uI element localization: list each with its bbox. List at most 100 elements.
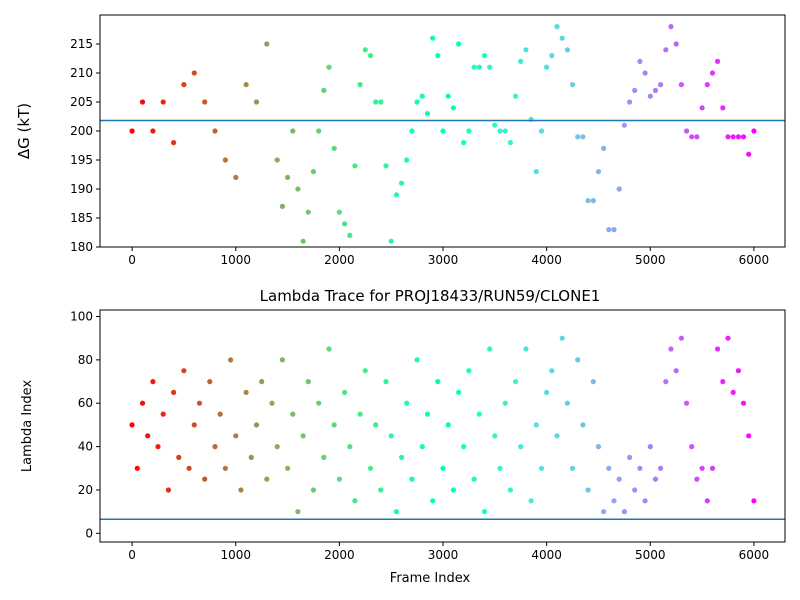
delta-g-point	[652, 87, 659, 93]
delta-g-point	[751, 128, 757, 134]
delta-g-point	[181, 82, 187, 88]
lambda-point	[155, 444, 161, 450]
delta-g-point	[678, 82, 685, 88]
delta-g-point	[243, 82, 249, 88]
delta-g-point	[570, 82, 576, 88]
delta-g-point	[264, 41, 270, 47]
lambda-point	[238, 487, 244, 493]
delta-g-point	[450, 105, 456, 111]
delta-g-point	[399, 180, 405, 186]
lambda-point	[150, 379, 156, 385]
delta-g-point	[621, 122, 628, 128]
lambda-point	[181, 368, 187, 374]
lambda-point	[378, 487, 384, 493]
delta-g-point	[538, 128, 545, 134]
lambda-point	[399, 454, 405, 460]
delta-g-point	[632, 87, 638, 93]
lambda-point	[606, 465, 612, 471]
delta-g-point	[373, 99, 379, 105]
lambda-panel: Lambda Trace for PROJ18433/RUN59/CLONE1 …	[20, 287, 786, 586]
delta-g-point	[730, 134, 736, 140]
lambda-point	[637, 465, 643, 471]
lambda-point	[658, 465, 664, 471]
lambda-point	[430, 498, 436, 504]
delta-g-point	[471, 64, 477, 70]
lambda-point	[357, 411, 363, 417]
lambda-point	[471, 476, 477, 482]
lambda-point	[352, 498, 358, 504]
delta-g-point	[388, 238, 394, 244]
lambda-point	[367, 465, 374, 471]
delta-g-point	[285, 174, 291, 180]
lambda-point	[331, 422, 337, 428]
delta-g-panel: 0 1000 2000 3000 4000 5000 6000 180 185 190 195 20…	[15, 14, 786, 267]
delta-g-point	[564, 47, 571, 53]
lambda-point	[627, 454, 633, 460]
lambda-point	[575, 357, 581, 363]
delta-g-point	[559, 35, 565, 41]
delta-g-x-ticks: 0 1000 2000 3000 4000 5000 6000	[128, 247, 769, 267]
delta-g-point	[342, 221, 348, 227]
lambda-point	[217, 411, 223, 417]
lambda-point	[445, 422, 451, 428]
lambda-point	[580, 422, 586, 428]
lambda-point	[694, 476, 700, 482]
delta-g-y-tick-label: 210	[70, 66, 93, 80]
lambda-point	[160, 411, 166, 417]
lambda-x-tick-label: 2000	[324, 548, 355, 562]
delta-g-point	[487, 64, 493, 70]
lambda-point	[414, 357, 420, 363]
delta-g-point	[424, 111, 431, 117]
delta-g-point	[627, 99, 633, 105]
delta-g-point	[352, 163, 358, 169]
delta-g-point	[202, 99, 208, 105]
delta-g-y-tick-label: 190	[70, 182, 93, 196]
lambda-point	[616, 476, 622, 482]
delta-g-point	[704, 82, 710, 88]
delta-g-point	[740, 134, 747, 140]
lambda-y-axis-label: Lambda Index	[20, 380, 35, 473]
lambda-point	[497, 465, 503, 471]
lambda-point	[507, 487, 513, 493]
lambda-point	[342, 389, 348, 395]
lambda-point	[513, 379, 519, 385]
delta-g-point	[668, 24, 674, 30]
delta-g-y-tick-label: 200	[70, 124, 93, 138]
lambda-point	[383, 379, 389, 385]
delta-g-x-tick-label: 0	[128, 253, 136, 267]
delta-g-point	[440, 128, 446, 134]
delta-g-point	[466, 128, 472, 134]
delta-g-point	[310, 169, 317, 175]
lambda-point	[559, 335, 565, 341]
lambda-point	[481, 509, 488, 515]
lambda-point	[134, 465, 140, 471]
lambda-point	[642, 498, 648, 504]
delta-g-x-tick-label: 4000	[531, 253, 562, 267]
delta-g-point	[523, 47, 529, 53]
lambda-point	[601, 509, 607, 515]
lambda-point	[228, 357, 234, 363]
lambda-point	[652, 476, 659, 482]
lambda-point	[456, 389, 462, 395]
lambda-point	[139, 400, 146, 406]
lambda-point	[321, 454, 327, 460]
delta-g-point	[699, 105, 705, 111]
delta-g-point	[383, 163, 389, 169]
delta-g-point	[300, 238, 306, 244]
lambda-point	[207, 379, 213, 385]
lambda-x-axis-label: Frame Index	[390, 571, 471, 586]
delta-g-y-axis-label: ΔG (kT)	[15, 103, 33, 159]
delta-g-point	[414, 99, 420, 105]
lambda-y-tick-label: 20	[78, 483, 93, 497]
delta-g-point	[435, 53, 441, 59]
lambda-y-tick-label: 60	[78, 396, 93, 410]
delta-g-point	[393, 192, 399, 198]
delta-g-point	[295, 186, 301, 192]
lambda-point	[751, 498, 757, 504]
delta-g-point	[694, 134, 700, 140]
lambda-point	[590, 379, 596, 385]
delta-g-y-tick-label: 205	[70, 95, 93, 109]
delta-g-y-tick-label: 185	[70, 211, 93, 225]
lambda-point	[689, 444, 695, 450]
delta-g-point	[404, 157, 410, 163]
